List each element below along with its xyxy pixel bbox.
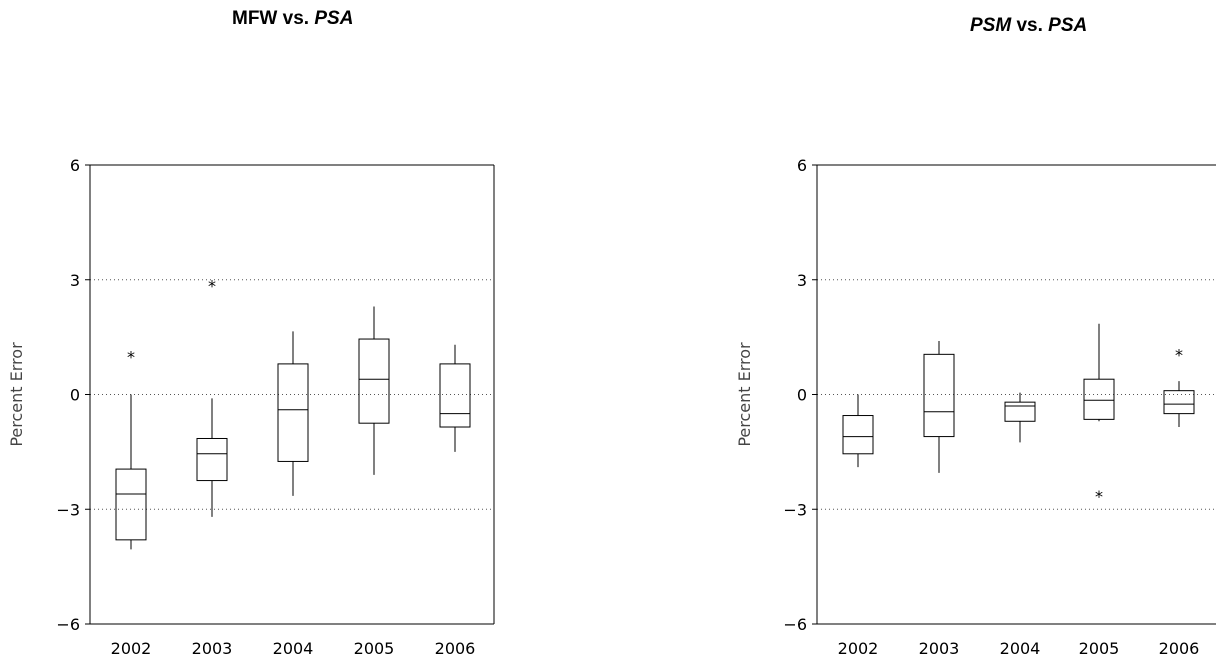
- right-xtick-label-2004: 2004: [1000, 639, 1041, 658]
- right-box-2005: [1083, 378, 1115, 420]
- left-xtick-label-2003: 2003: [192, 639, 233, 658]
- left-xtick-label-2004: 2004: [273, 639, 314, 658]
- left-box-2003: [196, 437, 228, 482]
- right-ytick-label-2: 0: [797, 386, 807, 405]
- title-left-ref: PSA: [314, 8, 354, 29]
- right-box-2004: [1004, 401, 1036, 422]
- left-y-axis-label: Percent Error: [7, 342, 26, 447]
- left-box-2002: [115, 468, 147, 541]
- right-ytick-label-4: −6: [783, 615, 807, 634]
- right-xtick-label-2005: 2005: [1079, 639, 1120, 658]
- right-ytick-label-0: 6: [797, 156, 807, 175]
- left-box-2004: [277, 363, 309, 462]
- title-right-ref: PSA: [1048, 15, 1088, 36]
- left-ytick-label-2: 0: [70, 386, 80, 405]
- right-box-2003: [923, 353, 955, 438]
- right-outlier-2006-0: *: [1175, 345, 1183, 364]
- left-box-2006: [439, 363, 471, 428]
- title-right-vs: vs.: [1011, 15, 1049, 36]
- chart-title-left: MFW vs. PSA: [232, 8, 353, 30]
- right-ytick-label-3: −3: [783, 500, 807, 519]
- title-right-main: PSM: [970, 15, 1012, 36]
- right-ytick-label-1: 3: [797, 271, 807, 290]
- left-ytick-label-4: −6: [56, 615, 80, 634]
- right-xtick-label-2003: 2003: [919, 639, 960, 658]
- left-xtick-label-2005: 2005: [354, 639, 395, 658]
- right-xtick-label-2006: 2006: [1159, 639, 1200, 658]
- right-outlier-2005-0: *: [1095, 487, 1103, 506]
- title-left-main: MFW: [232, 8, 278, 29]
- left-ytick-label-0: 6: [70, 156, 80, 175]
- right-box-2002: [842, 415, 874, 455]
- right-box-2006: [1163, 390, 1195, 415]
- left-outlier-2002-0: *: [127, 347, 135, 366]
- left-ytick-label-1: 3: [70, 271, 80, 290]
- left-xtick-label-2002: 2002: [111, 639, 152, 658]
- left-ytick-label-3: −3: [56, 500, 80, 519]
- left-xtick-label-2006: 2006: [435, 639, 476, 658]
- chart-title-right: PSM vs. PSA: [970, 15, 1087, 37]
- right-y-axis-label: Percent Error: [735, 342, 754, 447]
- left-outlier-2003-0: *: [208, 277, 216, 296]
- left-box-2005: [358, 338, 390, 424]
- title-left-vs: vs.: [277, 8, 315, 29]
- right-xtick-label-2002: 2002: [838, 639, 879, 658]
